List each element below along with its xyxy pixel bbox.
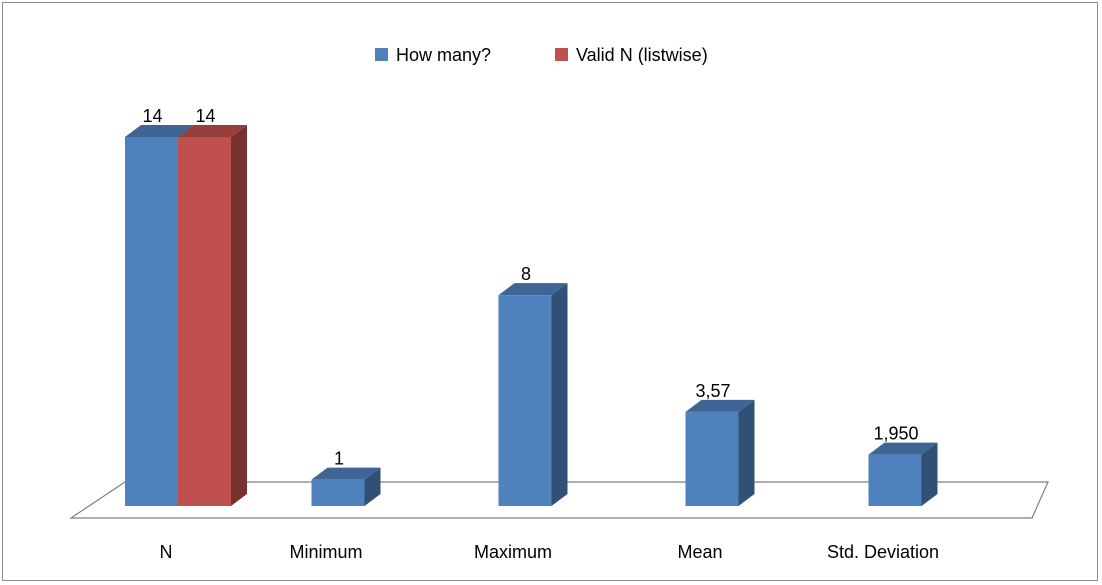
legend: How many? Valid N (listwise) <box>375 45 708 65</box>
legend-swatch-how-many <box>375 48 388 61</box>
labels-layer: 14 14 1 8 3,57 1,950 <box>142 106 918 469</box>
bar-top-face <box>311 467 381 480</box>
bar-top-face <box>178 125 247 137</box>
bar-front-face <box>178 137 231 506</box>
bar-side-face <box>551 283 568 506</box>
bar-front-face <box>498 295 552 506</box>
legend-label-valid-n: Valid N (listwise) <box>576 45 708 65</box>
bar-top-face <box>498 283 568 296</box>
bar-front-face <box>685 411 739 506</box>
bars-layer <box>125 125 938 506</box>
data-label: 14 <box>195 106 215 126</box>
x-tick-label: Minimum <box>289 542 362 562</box>
bar-top-face <box>125 125 194 137</box>
bar-maximum-series-0 <box>498 283 568 506</box>
bar-std-deviation-series-0 <box>868 442 938 506</box>
bar-top-face <box>685 399 755 412</box>
x-tick-label: Std. Deviation <box>827 542 939 562</box>
bar-front-face <box>125 137 178 506</box>
bar-front-face <box>868 454 922 506</box>
x-tick-label: Mean <box>677 542 722 562</box>
bar-side-face <box>921 442 938 506</box>
data-label: 1,950 <box>873 424 918 444</box>
legend-label-how-many: How many? <box>396 45 491 65</box>
bar-side-face <box>231 125 247 506</box>
bar-side-face <box>364 467 381 506</box>
data-label: 8 <box>521 264 531 284</box>
bar-top-face <box>868 442 938 455</box>
x-axis: N Minimum Maximum Mean Std. Deviation <box>160 542 940 562</box>
data-label: 1 <box>334 449 344 469</box>
data-label: 14 <box>142 106 162 126</box>
x-tick-label: Maximum <box>474 542 552 562</box>
legend-swatch-valid-n <box>555 48 568 61</box>
bar-n-series-1 <box>178 125 247 506</box>
bar-front-face <box>311 479 365 506</box>
x-tick-label: N <box>160 542 173 562</box>
bar-minimum-series-0 <box>311 467 381 506</box>
bar-side-face <box>738 399 755 506</box>
data-label: 3,57 <box>695 381 730 401</box>
bar-mean-series-0 <box>685 399 755 506</box>
